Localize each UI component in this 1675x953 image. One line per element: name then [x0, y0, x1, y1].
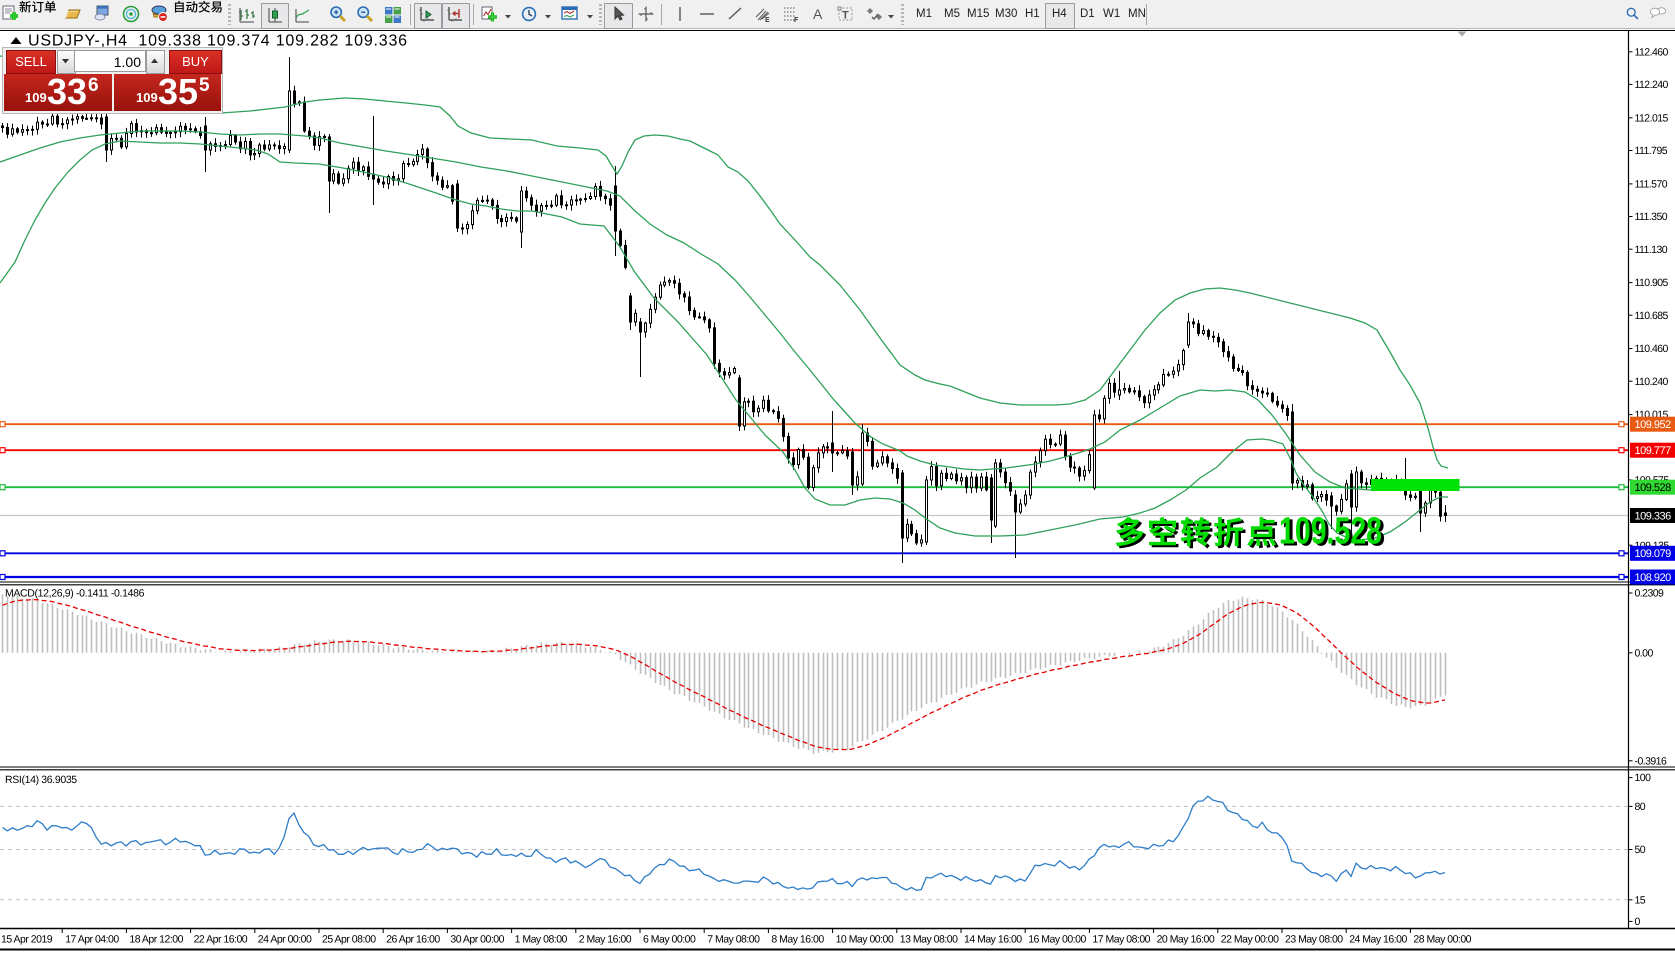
svg-text:111.350: 111.350 — [1635, 211, 1668, 223]
svg-text:14 May 16:00: 14 May 16:00 — [964, 934, 1022, 946]
svg-text:-0.3916: -0.3916 — [1635, 755, 1667, 767]
svg-text:17 Apr 04:00: 17 Apr 04:00 — [65, 934, 119, 946]
svg-text:23 May 08:00: 23 May 08:00 — [1285, 934, 1343, 946]
svg-text:50: 50 — [1635, 844, 1646, 856]
svg-text:109.777: 109.777 — [1635, 445, 1672, 457]
svg-text:109.336: 109.336 — [1635, 510, 1672, 522]
svg-text:112.015: 112.015 — [1635, 112, 1669, 124]
svg-text:109.528: 109.528 — [1635, 482, 1672, 494]
svg-text:111.130: 111.130 — [1635, 244, 1668, 256]
svg-text:24 Apr 00:00: 24 Apr 00:00 — [258, 934, 312, 946]
svg-text:112.460: 112.460 — [1635, 46, 1669, 58]
svg-text:17 May 08:00: 17 May 08:00 — [1092, 934, 1150, 946]
svg-text:109.528: 109.528 — [1279, 511, 1382, 553]
svg-text:22 Apr 16:00: 22 Apr 16:00 — [194, 934, 248, 946]
svg-text:E: E — [765, 17, 770, 23]
svg-text:109.952: 109.952 — [1635, 419, 1672, 431]
svg-text:100: 100 — [1635, 772, 1652, 784]
svg-text:1 May 08:00: 1 May 08:00 — [515, 934, 568, 946]
svg-text:111.795: 111.795 — [1635, 145, 1668, 157]
svg-text:110.905: 110.905 — [1635, 277, 1669, 289]
svg-text:RSI(14) 36.9035: RSI(14) 36.9035 — [5, 774, 77, 786]
svg-text:20 May 16:00: 20 May 16:00 — [1157, 934, 1215, 946]
svg-text:0.2309: 0.2309 — [1635, 588, 1665, 600]
svg-text:15: 15 — [1635, 894, 1646, 906]
svg-text:A: A — [813, 6, 823, 22]
svg-text:109.528: 109.528 — [1282, 513, 1385, 555]
svg-text:112.240: 112.240 — [1635, 79, 1669, 91]
svg-text:16 May 00:00: 16 May 00:00 — [1028, 934, 1086, 946]
svg-text:110.460: 110.460 — [1635, 343, 1669, 355]
svg-text:F: F — [794, 17, 799, 23]
svg-text:MACD(12,26,9) -0.1411 -0.1486: MACD(12,26,9) -0.1411 -0.1486 — [5, 588, 145, 600]
svg-text:22 May 00:00: 22 May 00:00 — [1221, 934, 1279, 946]
svg-text:25 Apr 08:00: 25 Apr 08:00 — [322, 934, 376, 946]
svg-text:26 Apr 16:00: 26 Apr 16:00 — [386, 934, 440, 946]
svg-text:0.00: 0.00 — [1635, 647, 1654, 659]
svg-text:110.240: 110.240 — [1635, 376, 1669, 388]
svg-text:7 May 08:00: 7 May 08:00 — [707, 934, 760, 946]
svg-text:T: T — [842, 10, 849, 22]
svg-text:2 May 16:00: 2 May 16:00 — [579, 934, 632, 946]
svg-text:18 Apr 12:00: 18 Apr 12:00 — [129, 934, 183, 946]
svg-text:109.079: 109.079 — [1635, 548, 1672, 560]
svg-text:108.920: 108.920 — [1635, 572, 1672, 584]
svg-text:80: 80 — [1635, 801, 1646, 813]
svg-text:USDJPY-,H4 109.338 109.374 10: USDJPY-,H4 109.338 109.374 109.282 109.3… — [28, 33, 408, 50]
svg-text:30 Apr 00:00: 30 Apr 00:00 — [450, 934, 504, 946]
svg-text:110.685: 110.685 — [1635, 310, 1669, 322]
svg-text:10 May 00:00: 10 May 00:00 — [836, 934, 894, 946]
svg-text:28 May 00:00: 28 May 00:00 — [1413, 934, 1471, 946]
svg-text:8 May 16:00: 8 May 16:00 — [771, 934, 824, 946]
svg-text:15 Apr 2019: 15 Apr 2019 — [1, 934, 53, 946]
svg-text:6 May 00:00: 6 May 00:00 — [643, 934, 696, 946]
svg-text:24 May 16:00: 24 May 16:00 — [1349, 934, 1407, 946]
svg-text:111.570: 111.570 — [1635, 179, 1668, 191]
svg-text:0: 0 — [1635, 916, 1641, 928]
svg-text:13 May 08:00: 13 May 08:00 — [900, 934, 958, 946]
